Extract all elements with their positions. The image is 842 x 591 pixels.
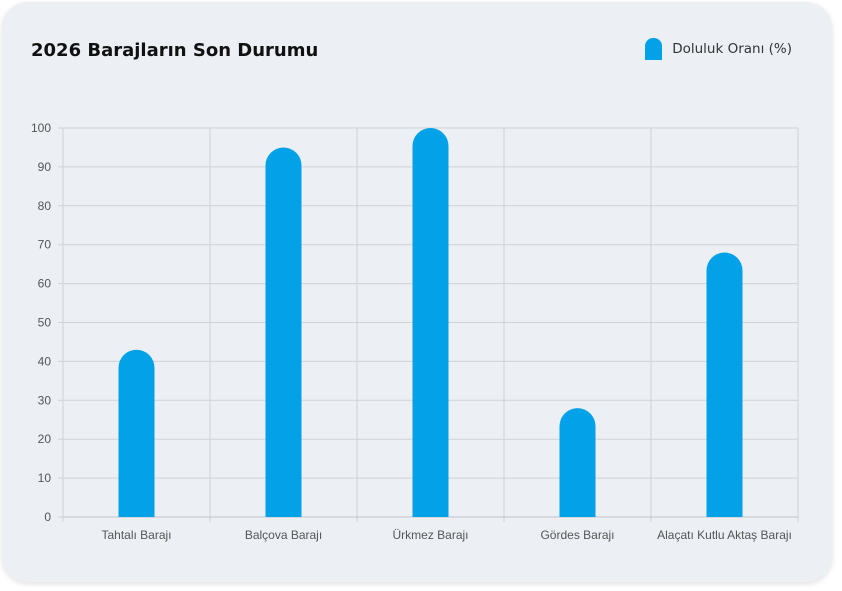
y-tick-label: 80 xyxy=(38,199,52,213)
y-tick-label: 0 xyxy=(44,510,51,524)
y-tick-label: 70 xyxy=(38,238,52,252)
bar xyxy=(706,252,743,517)
legend-label: Doluluk Oranı (%) xyxy=(672,41,792,57)
x-tick-label: Ürkmez Barajı xyxy=(392,528,468,542)
y-tick-label: 30 xyxy=(38,393,52,407)
y-tick-label: 50 xyxy=(38,316,52,330)
legend-item[interactable]: Doluluk Oranı (%) xyxy=(645,38,792,60)
bar xyxy=(265,147,302,517)
y-tick-label: 10 xyxy=(38,471,52,485)
y-tick-label: 60 xyxy=(38,277,52,291)
x-tick-label: Tahtalı Barajı xyxy=(101,528,171,542)
bar xyxy=(559,408,596,517)
x-tick-label: Balçova Barajı xyxy=(245,528,322,542)
bar xyxy=(412,128,449,518)
legend-swatch xyxy=(645,38,663,60)
chart-title: 2026 Barajların Son Durumu xyxy=(31,40,319,61)
y-tick-label: 90 xyxy=(38,160,52,174)
bar xyxy=(118,349,155,517)
y-tick-label: 20 xyxy=(38,432,52,446)
y-tick-label: 40 xyxy=(38,354,52,368)
y-tick-label: 100 xyxy=(31,121,51,135)
x-tick-label: Gördes Barajı xyxy=(540,528,614,542)
x-tick-label: Alaçatı Kutlu Aktaş Barajı xyxy=(657,528,792,542)
